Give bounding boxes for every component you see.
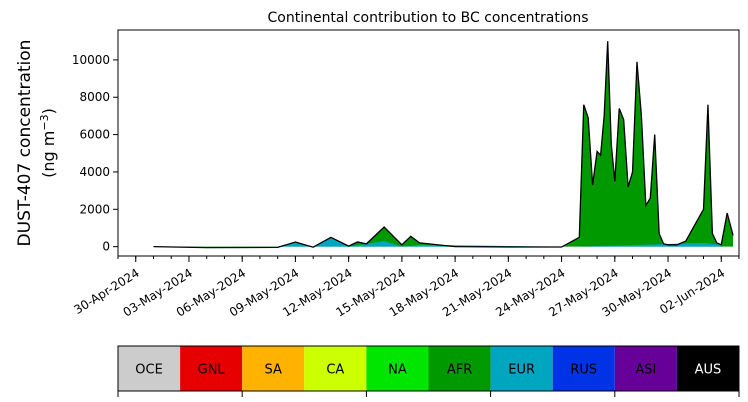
y-axis-label-line2: (ng m−3) (38, 108, 58, 178)
y-tick-label: 2000 (79, 202, 110, 216)
legend-label: AUS (695, 363, 722, 378)
legend-label: NA (388, 363, 407, 378)
y-axis-unit-base: (ng m (39, 131, 58, 178)
total-area (153, 41, 734, 248)
legend-swatch (180, 346, 243, 391)
legend-swatch (614, 346, 677, 391)
y-axis-unit-close: ) (39, 108, 58, 114)
y-tick-label: 8000 (79, 90, 110, 104)
y-tick-label: 0 (102, 240, 110, 254)
legend-frame (117, 345, 740, 392)
plot-area: 020004000600080001000030-Apr-202403-May-… (71, 29, 740, 320)
legend-label: EUR (508, 363, 535, 378)
legend-label: CA (326, 363, 344, 378)
legend-swatch (366, 346, 429, 391)
legend-label: AFR (447, 363, 472, 378)
legend-label: GNL (198, 363, 226, 378)
legend-swatch (490, 346, 553, 391)
y-tick-label: 10000 (72, 53, 110, 67)
minor-area (153, 238, 722, 247)
legend-swatch (242, 346, 305, 391)
legend-swatch (428, 346, 491, 391)
legend-label: OCE (135, 363, 163, 378)
legend-swatch (118, 346, 181, 391)
legend-label: SA (265, 363, 282, 378)
y-tick-label: 4000 (79, 165, 110, 179)
continent-legend-bar: OCE GNL SA CA NA AFR EUR RUS ASI AUS (117, 345, 740, 397)
plot-frame (117, 29, 740, 257)
legend-label: ASI (635, 363, 656, 378)
chart-title: Continental contribution to BC concentra… (267, 10, 588, 26)
y-axis-label-line1: DUST-407 concentration (15, 40, 35, 247)
y-tick-label: 6000 (79, 128, 110, 142)
legend-swatch (552, 346, 615, 391)
total-outline (153, 41, 734, 249)
legend-label: RUS (570, 363, 597, 378)
legend-swatch (304, 346, 367, 391)
legend-swatch (676, 346, 739, 391)
y-axis-unit-exp: −3 (38, 114, 51, 130)
